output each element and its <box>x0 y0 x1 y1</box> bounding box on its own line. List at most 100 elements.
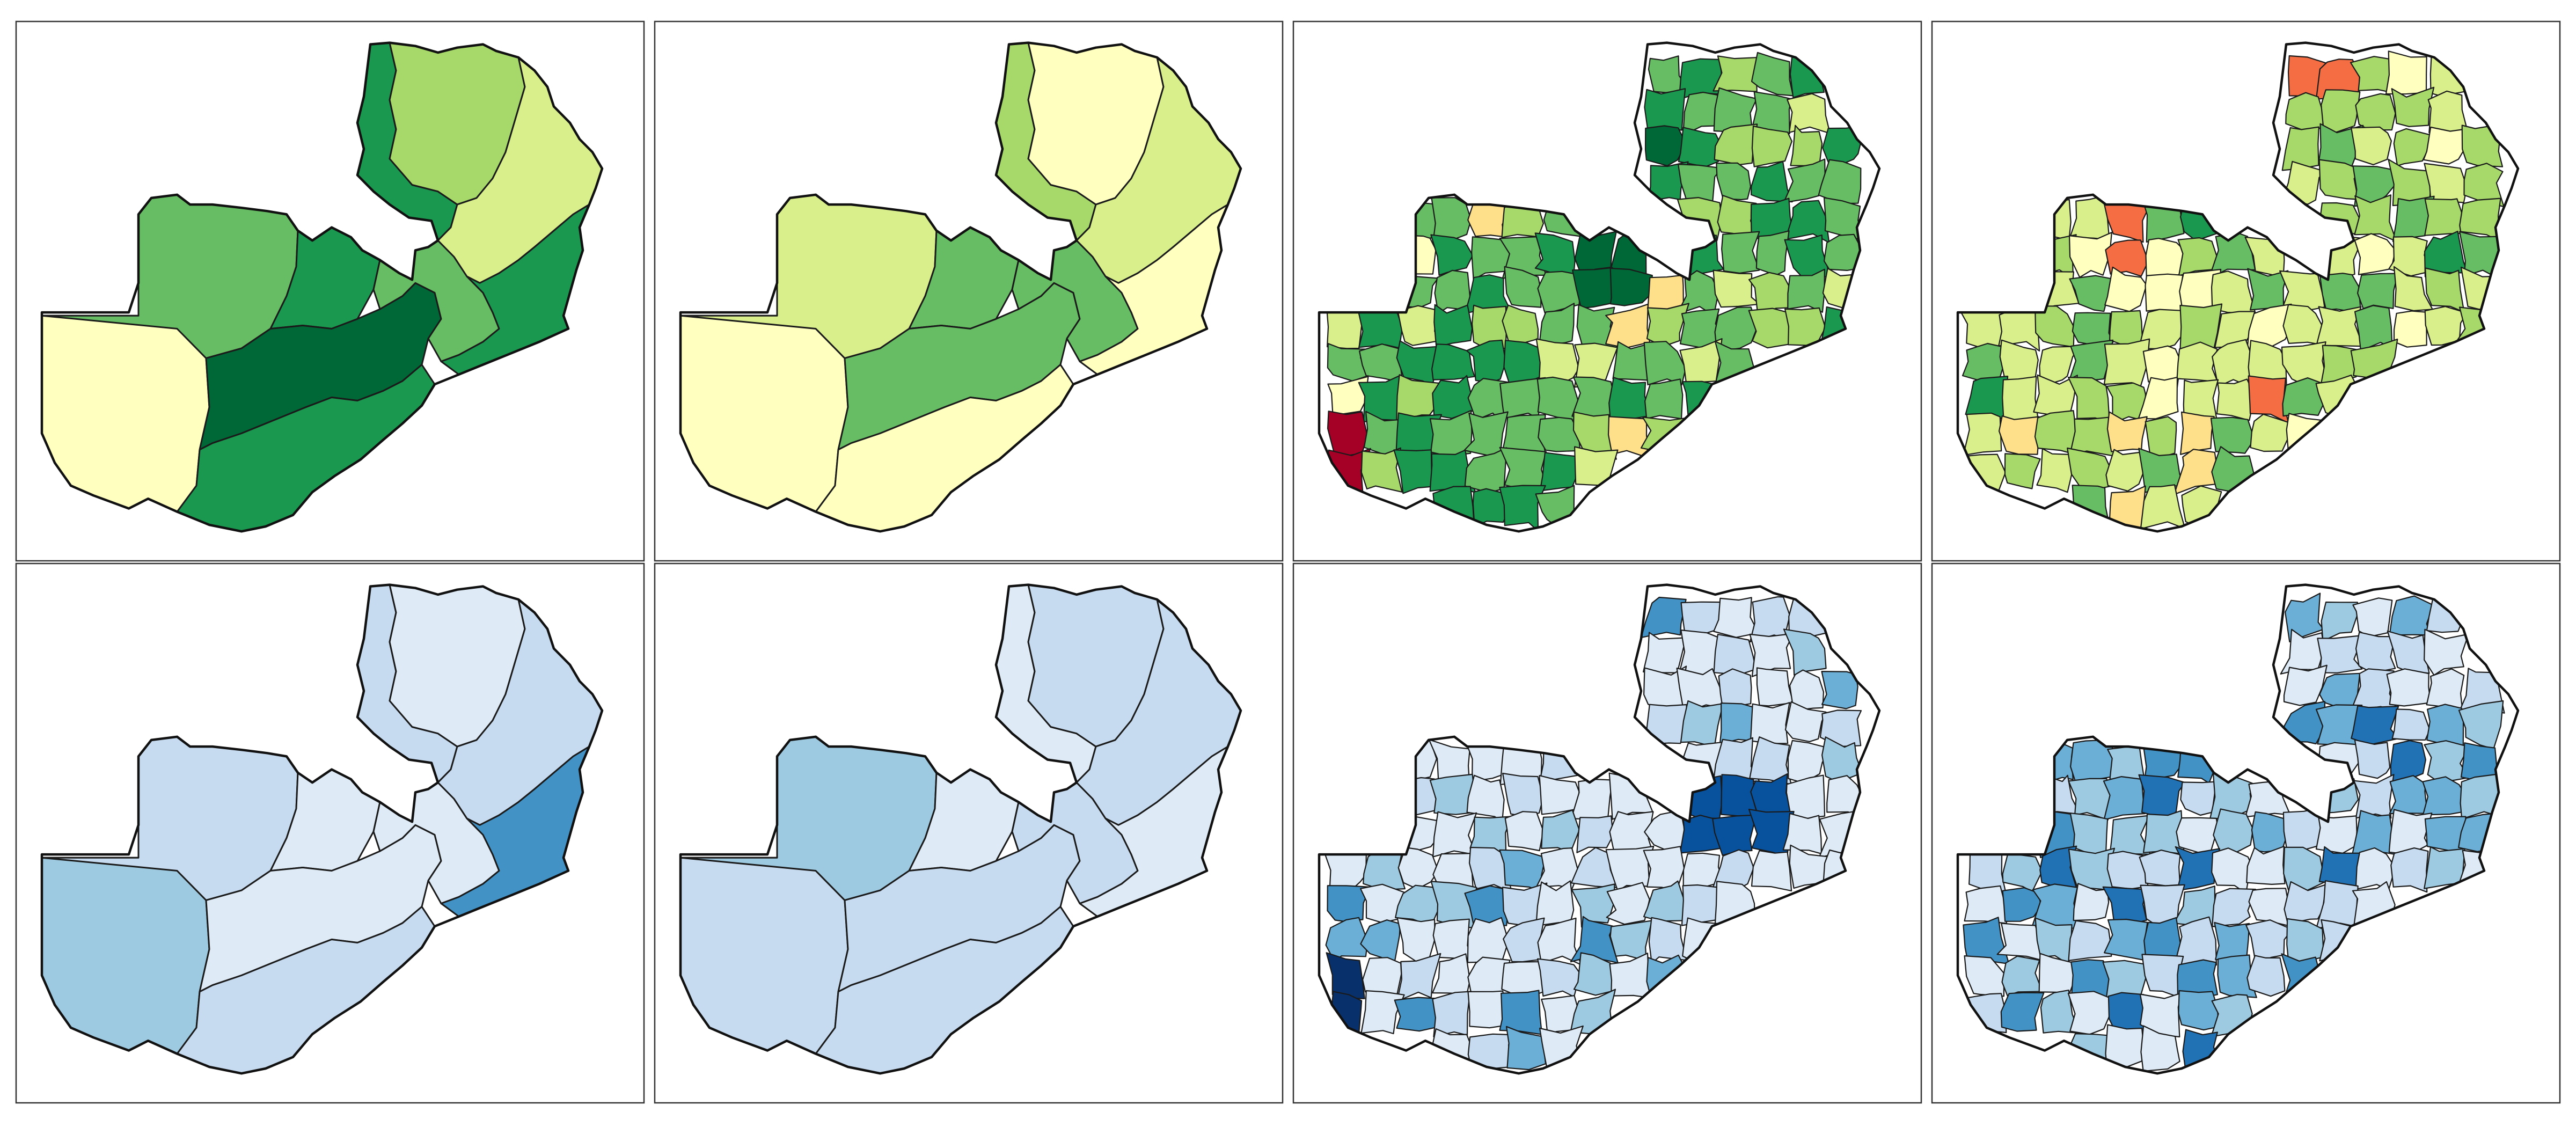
district-region <box>2069 339 2114 382</box>
district-region <box>2317 634 2364 674</box>
district-region <box>2105 239 2149 277</box>
district-region <box>2426 704 2464 747</box>
district-region <box>2210 416 2255 454</box>
district-region <box>2424 628 2469 676</box>
district-region <box>1751 160 1793 203</box>
district-region <box>2352 597 2393 638</box>
district-region <box>2069 275 2112 312</box>
district-region <box>1750 702 1790 744</box>
district-region <box>1539 775 1580 815</box>
district-region <box>1504 266 1542 308</box>
map-regions <box>680 42 1241 532</box>
district-region <box>2357 273 2399 310</box>
district-region <box>2002 376 2039 423</box>
district-region <box>1964 955 2005 997</box>
map-panel-r1-c3 <box>1292 20 1922 562</box>
district-region <box>1360 447 1403 493</box>
district-region <box>2178 990 2219 1031</box>
map-panel-r1-c4 <box>1931 20 2561 562</box>
district-region <box>1821 671 1858 709</box>
district-region <box>1964 885 2008 924</box>
district-region <box>2283 664 2328 706</box>
district-region <box>1644 88 1686 135</box>
district-region <box>2391 708 2431 741</box>
district-region <box>1431 343 1475 380</box>
district-region <box>1643 341 1686 386</box>
country-outline <box>1956 583 2520 1075</box>
country-outline <box>1318 583 1881 1075</box>
district-region <box>2145 238 2184 278</box>
district-region <box>2217 954 2257 998</box>
district-region <box>1538 303 1575 347</box>
district-region <box>1433 304 1473 348</box>
district-region <box>1756 667 1794 707</box>
district-region <box>2212 888 2257 927</box>
district-region <box>2246 955 2286 997</box>
district-region <box>1327 411 1368 457</box>
district-region <box>2213 808 2254 854</box>
district-region <box>2351 126 2392 165</box>
district-region <box>2140 1025 2180 1072</box>
map-panel-r1-c1 <box>15 20 645 562</box>
country-outline <box>1318 41 1881 533</box>
district-region <box>2281 126 2319 171</box>
district-region <box>2250 413 2293 452</box>
district-region <box>1430 234 1474 276</box>
district-region <box>1606 882 1650 925</box>
district-region <box>1431 197 1472 241</box>
district-region <box>2425 267 2465 313</box>
district-region <box>2104 266 2147 312</box>
district-region <box>1504 811 1544 852</box>
district-region <box>2354 739 2391 779</box>
district-region <box>1749 633 1794 677</box>
map-regions <box>1963 592 2506 1073</box>
district-region <box>1714 123 1758 166</box>
district-region <box>2177 959 2219 1001</box>
district-region <box>1641 596 1687 638</box>
district-region <box>2355 93 2396 131</box>
district-region <box>1714 306 1758 353</box>
district-region <box>1394 997 1439 1032</box>
district-region <box>1327 885 1371 923</box>
country-outline <box>40 41 604 533</box>
district-region <box>2389 775 2428 815</box>
district-region <box>1535 847 1579 889</box>
district-region <box>1608 377 1652 421</box>
district-region <box>1963 412 2002 456</box>
country-outline <box>679 583 1242 1075</box>
district-region <box>2355 632 2396 674</box>
district-region <box>1464 885 1512 926</box>
country-outline <box>40 583 604 1075</box>
district-region <box>2424 163 2468 205</box>
district-region <box>2393 128 2433 167</box>
district-region <box>1998 415 2040 455</box>
district-region <box>1502 772 1544 818</box>
district-region <box>1609 267 1653 306</box>
map-panel-r2-c2 <box>654 562 1284 1104</box>
district-region <box>1429 409 1473 457</box>
district-region <box>2174 916 2218 967</box>
district-region <box>2424 198 2466 236</box>
district-region <box>1787 93 1831 134</box>
district-region <box>1787 268 1825 313</box>
district-region <box>1819 709 1862 748</box>
map-regions <box>680 584 1241 1074</box>
district-region <box>1789 669 1824 712</box>
district-region <box>2390 847 2429 893</box>
district-region <box>1818 159 1862 204</box>
district-region <box>2068 232 2112 278</box>
district-region <box>1718 668 1752 712</box>
district-region <box>1785 774 1826 820</box>
district-region <box>2315 815 2358 854</box>
district-region <box>1713 55 1758 92</box>
district-region <box>2246 846 2286 885</box>
district-region <box>2034 410 2077 454</box>
district-region <box>2391 86 2435 127</box>
district-region <box>2139 992 2183 1038</box>
district-region <box>1711 849 1754 891</box>
district-region <box>2103 776 2146 821</box>
district-region <box>2145 416 2177 457</box>
district-region <box>1644 378 1684 420</box>
district-region <box>2102 886 2147 930</box>
